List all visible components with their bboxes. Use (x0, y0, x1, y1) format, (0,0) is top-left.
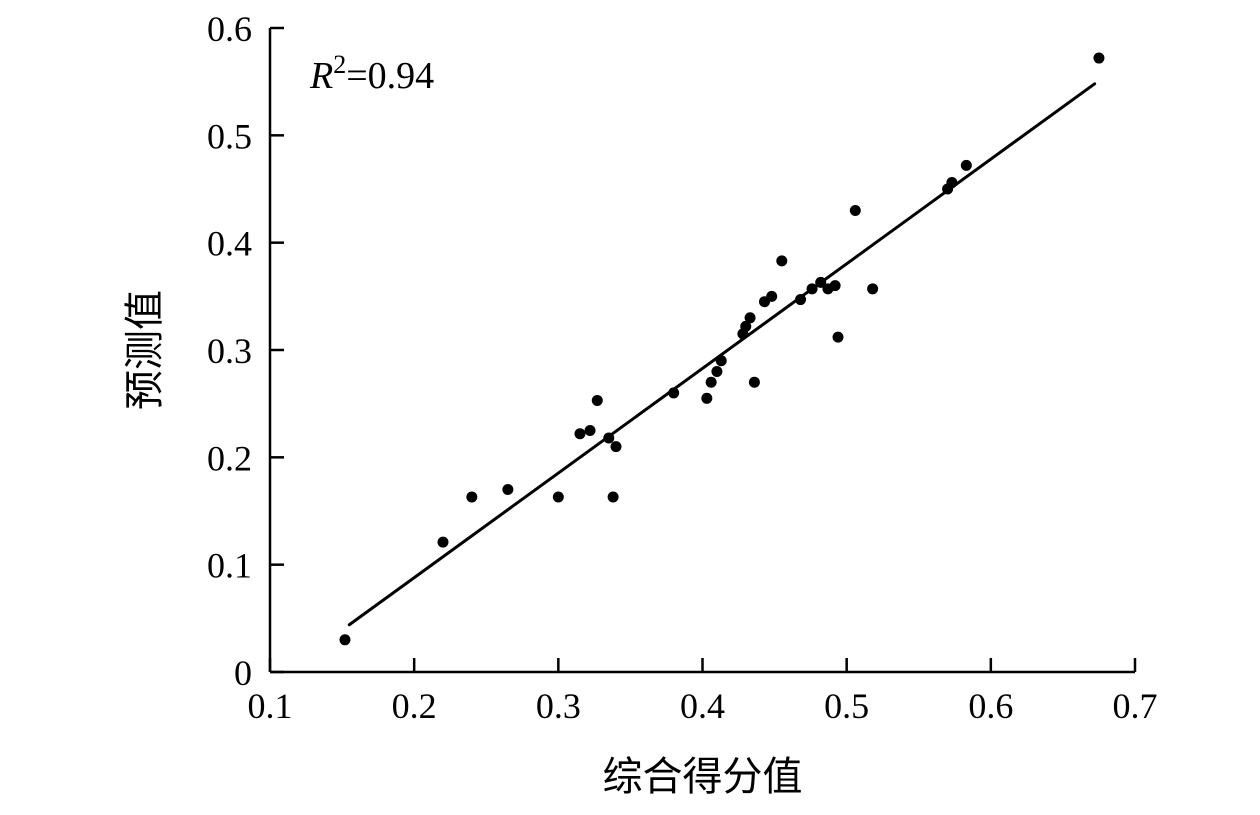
y-tick-label: 0.4 (207, 224, 252, 264)
r-squared-annotation: R2=0.94 (309, 50, 434, 97)
data-point (740, 320, 752, 332)
data-point (960, 159, 972, 171)
data-point (795, 294, 807, 306)
data-point (832, 331, 844, 343)
data-point (603, 432, 615, 444)
data-point (591, 394, 603, 406)
data-point (502, 484, 514, 496)
data-point (466, 491, 478, 503)
y-tick-label: 0.2 (207, 438, 252, 478)
data-point (815, 276, 827, 288)
y-axis-label: 预测值 (122, 290, 167, 410)
y-tick-label: 0.6 (207, 9, 252, 49)
x-tick-label: 0.1 (248, 686, 293, 726)
data-point (715, 355, 727, 367)
data-point (766, 290, 778, 302)
data-point (946, 177, 958, 189)
fit-line (347, 82, 1097, 627)
y-tick-label: 0 (234, 653, 252, 693)
data-point (711, 365, 723, 377)
x-tick-label: 0.4 (680, 686, 725, 726)
data-point (584, 425, 596, 436)
data-point (607, 491, 619, 503)
x-axis-label: 综合得分值 (603, 754, 803, 799)
data-point (849, 204, 861, 216)
y-tick-label: 0.5 (207, 116, 252, 156)
y-tick-label: 0.1 (207, 546, 252, 586)
data-point (574, 428, 586, 440)
x-tick-label: 0.7 (1113, 686, 1158, 726)
y-tick-label: 0.3 (207, 331, 252, 371)
data-point (829, 280, 841, 292)
data-point (339, 634, 351, 646)
data-point (705, 376, 717, 388)
data-point (701, 392, 713, 404)
x-tick-label: 0.3 (536, 686, 581, 726)
data-point (437, 536, 449, 548)
data-point (1093, 52, 1105, 64)
data-point (806, 283, 818, 295)
x-tick-label: 0.2 (392, 686, 437, 726)
data-point (744, 312, 756, 324)
data-point (668, 387, 680, 399)
data-point (748, 376, 760, 388)
x-tick-label: 0.6 (968, 686, 1013, 726)
data-point (552, 491, 564, 503)
data-point (776, 255, 788, 267)
data-point (610, 441, 622, 453)
x-tick-label: 0.5 (824, 686, 869, 726)
data-point (867, 283, 879, 295)
